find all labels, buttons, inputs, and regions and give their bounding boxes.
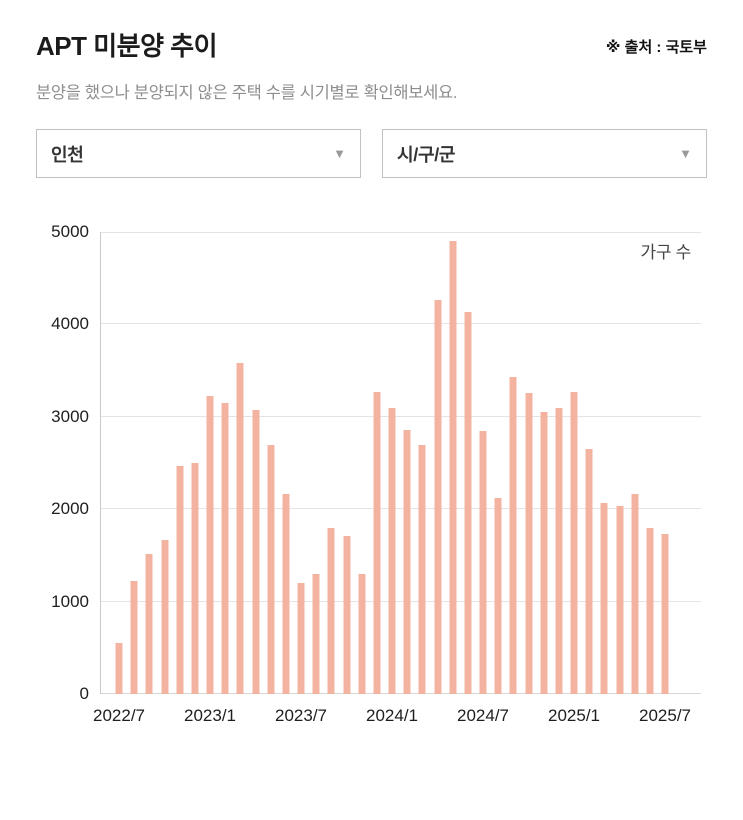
bar [327,527,335,694]
bar [267,444,275,694]
bar [418,445,426,694]
y-axis-tick-label: 4000 [51,314,89,334]
y-axis-tick-label: 2000 [51,499,89,519]
bar [570,391,578,694]
header: APT 미분양 추이 ※ 출처 : 국토부 [36,26,707,63]
plot-area: 가구 수 0 1000 2000 3000 4000 5000 2022/7 2023/1 20… [51,222,701,725]
x-axis-tick-label: 2022/7 [93,706,145,725]
bar [509,377,517,694]
bar [464,312,472,694]
bar [525,392,532,694]
x-axis-tick-label: 2025/7 [639,706,691,725]
bar [585,449,593,694]
bar [145,553,153,694]
bar [221,402,229,694]
bar [297,583,305,694]
region-dropdown-value: 인천 [51,144,84,165]
bar [646,527,654,694]
bar [176,465,184,694]
x-axis-tick-label: 2023/7 [275,706,327,725]
y-axis-tick-label: 3000 [51,406,89,426]
bar [312,573,320,694]
chart: 가구 수 0 1000 2000 3000 4000 5000 2022/7 2023/1 20… [36,222,707,742]
unit-label: 가구 수 [640,243,692,262]
filter-bar: 인천 ▼ 시/구/군 ▼ [36,129,707,178]
bar [388,408,396,694]
bar [403,429,411,694]
gridline [101,415,701,417]
gridline [101,323,701,325]
y-axis-tick-label: 1000 [51,591,89,611]
subtitle: 분양을 했으나 분양되지 않은 주택 수를 시기별로 확인해보세요. [36,84,458,102]
bar [130,581,138,694]
bar [616,506,623,694]
chevron-down-icon: ▼ [333,146,346,161]
district-dropdown[interactable]: 시/구/군 ▼ [382,129,707,178]
bar [434,300,441,694]
x-axis-tick-label: 2024/1 [366,706,418,725]
gridline [101,232,701,233]
bar [449,241,457,694]
bar [494,498,502,694]
source-note: ※ 출처 : 국토부 [605,39,707,56]
bar [236,363,244,694]
bar [540,412,548,694]
bar [600,502,608,694]
gridline [101,693,701,694]
bar [115,643,123,694]
bar [191,463,199,694]
page-title: APT 미분양 추이 [36,31,218,61]
y-axis-tick-label: 0 [79,684,89,703]
bar [373,391,381,694]
bar [282,494,290,694]
gridline [101,508,701,510]
gridline [101,600,701,602]
bar [343,536,350,694]
district-dropdown-value: 시/구/군 [397,144,456,165]
bar [631,494,639,694]
y-axis-tick-label: 5000 [51,222,89,241]
region-dropdown[interactable]: 인천 ▼ [36,129,361,178]
bar [555,407,563,694]
x-axis-tick-label: 2024/7 [457,706,509,725]
bar [161,539,168,694]
bar [479,430,487,694]
bar [206,396,214,694]
bar [252,410,259,694]
chevron-down-icon: ▼ [679,146,692,161]
x-axis-tick-label: 2023/1 [184,706,236,725]
bar [358,573,366,694]
x-axis-tick-label: 2025/1 [548,706,600,725]
bar [661,534,669,694]
